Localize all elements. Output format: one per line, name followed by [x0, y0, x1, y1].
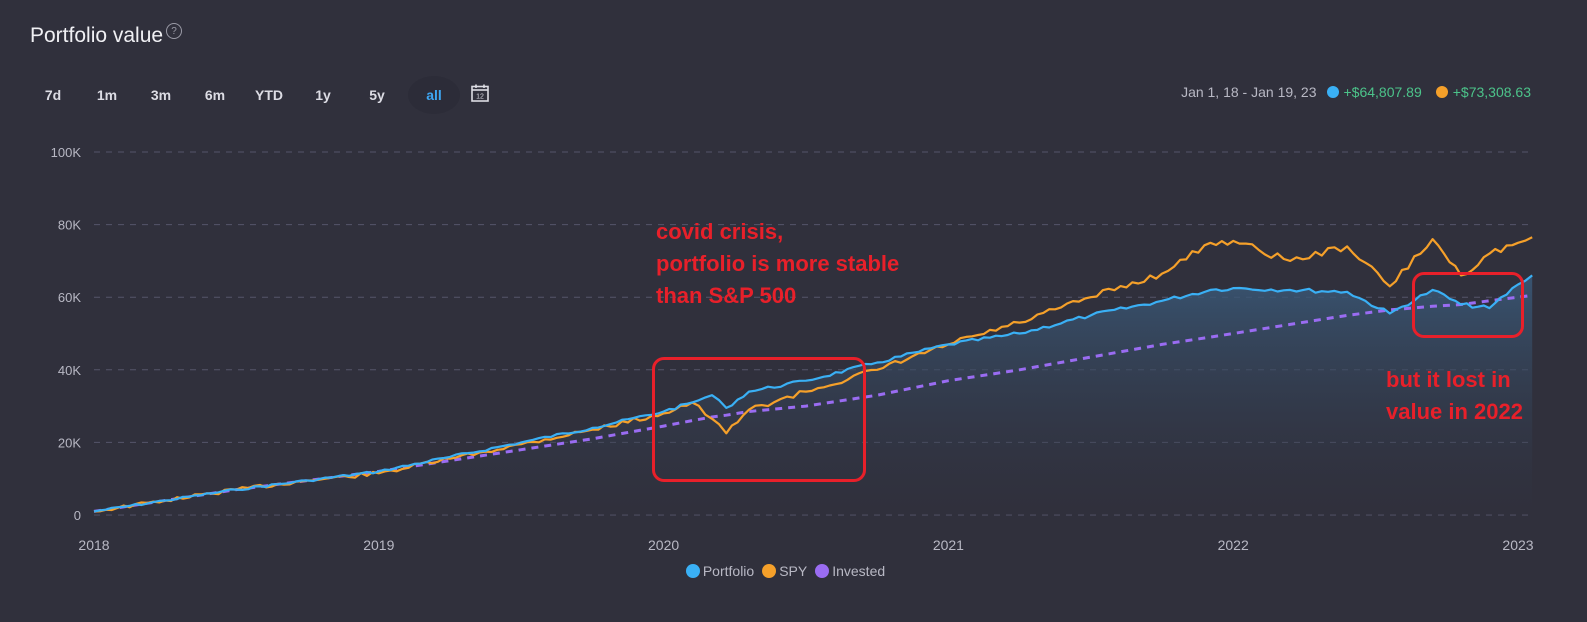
- range-ytd[interactable]: YTD: [255, 87, 283, 103]
- range-5y[interactable]: 5y: [369, 87, 385, 103]
- range-7d[interactable]: 7d: [44, 87, 62, 103]
- 2022-annotation: but it lost in value in 2022: [1386, 367, 1523, 424]
- y-tick-label: 0: [74, 508, 81, 523]
- covid-annotation: covid crisis, portfolio is more stable tha…: [656, 219, 900, 308]
- spy-gain: +$73,308.63: [1452, 84, 1531, 100]
- date-range: Jan 1, 18 - Jan 19, 23: [1181, 84, 1317, 100]
- invested-line[interactable]: [93, 293, 1533, 513]
- portfolio-chart[interactable]: 0 20K 40K 60K 80K 100K 2018 2019 2020 2021 2022 202…: [0, 0, 1587, 560]
- legend-item-invested[interactable]: Invested: [815, 563, 885, 579]
- legend-dot-icon: [815, 564, 830, 578]
- summary: Jan 1, 18 - Jan 19, 23 +$64,807.89 +$73,…: [1181, 84, 1531, 100]
- range-1m[interactable]: 1m: [96, 87, 118, 103]
- legend-item-portfolio[interactable]: Portfolio: [685, 563, 754, 579]
- legend-item-spy[interactable]: SPY: [762, 563, 807, 579]
- svg-text:12: 12: [476, 93, 484, 100]
- range-6m[interactable]: 6m: [204, 87, 226, 103]
- y-tick-label: 100K: [51, 145, 82, 160]
- legend-dot-icon: [685, 564, 700, 578]
- x-tick-label: 2021: [933, 537, 964, 553]
- x-tick-label: 2020: [648, 537, 679, 553]
- portfolio-dot-icon: [1326, 86, 1339, 98]
- range-1y[interactable]: 1y: [315, 87, 331, 103]
- chart-legend: Portfolio SPY Invested: [0, 563, 1587, 579]
- spy-dot-icon: [1435, 86, 1448, 98]
- y-tick-label: 80K: [58, 218, 81, 233]
- 2022-highlight-box: [1412, 272, 1524, 338]
- help-icon[interactable]: ?: [166, 23, 183, 39]
- x-tick-label: 2019: [363, 537, 394, 553]
- range-all[interactable]: all: [408, 76, 460, 114]
- x-tick-label: 2023: [1502, 537, 1533, 553]
- portfolio-area: [94, 275, 1533, 515]
- page-title-text: Portfolio value: [30, 24, 164, 47]
- x-tick-label: 2022: [1218, 537, 1249, 553]
- y-tick-label: 60K: [58, 290, 81, 305]
- portfolio-line[interactable]: [93, 274, 1533, 513]
- range-selector: 7d 1m 3m 6m YTD 1y 5y all 12: [30, 76, 490, 114]
- calendar-icon[interactable]: 12: [468, 83, 490, 108]
- portfolio-gain: +$64,807.89: [1343, 84, 1422, 100]
- legend-dot-icon: [762, 564, 777, 578]
- covid-highlight-box: [652, 357, 866, 482]
- x-tick-label: 2018: [78, 537, 109, 553]
- page-title: Portfolio value ?: [30, 23, 183, 48]
- y-tick-label: 40K: [58, 363, 81, 378]
- y-tick-label: 20K: [58, 435, 81, 450]
- range-3m[interactable]: 3m: [150, 87, 172, 103]
